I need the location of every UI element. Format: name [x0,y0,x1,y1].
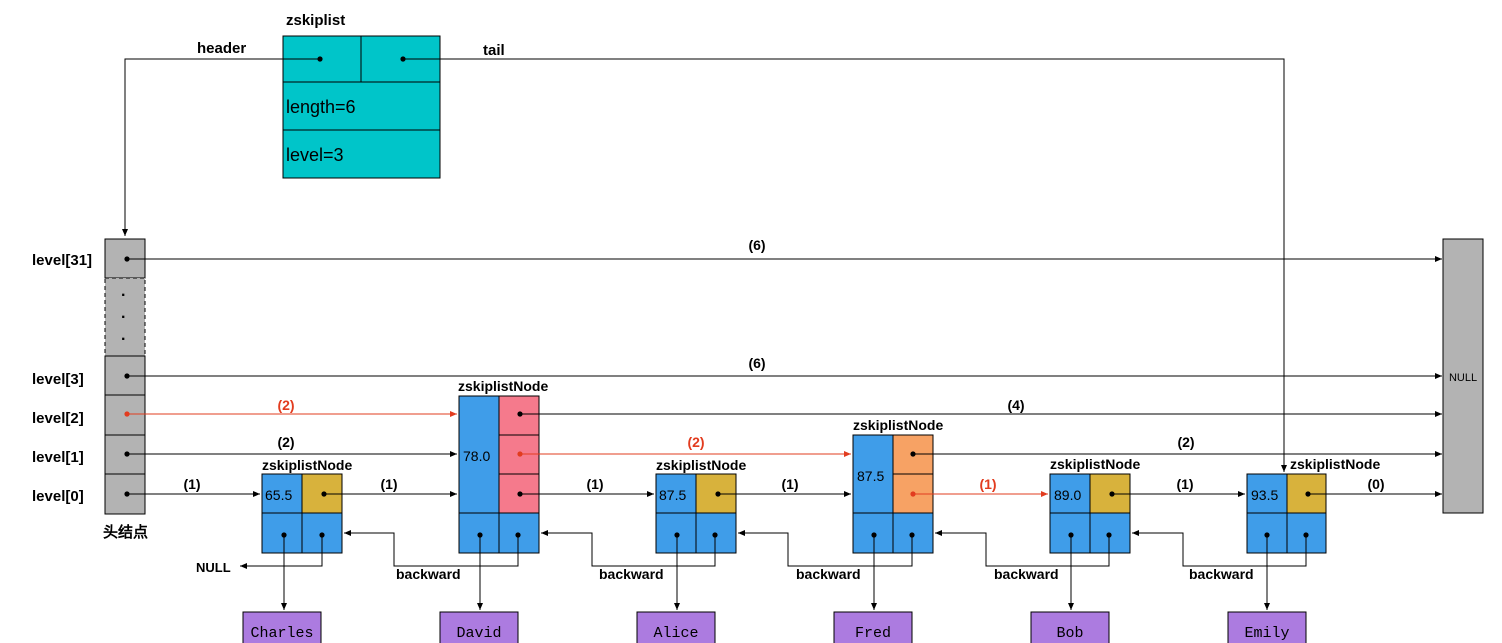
span-level2-b: (4) [1007,397,1024,413]
backward-label-2: backward [599,566,664,582]
span-level0-e: (1) [979,476,996,492]
member-bob-text: Bob [1056,625,1083,642]
backward-emily-to-bob [1132,530,1307,567]
backward-fred-to-alice [738,530,913,567]
level-0-label: level[0] [32,488,84,505]
span-level0-f: (1) [1176,476,1193,492]
skiplist-node-4: 87.5 [852,434,934,554]
node-2-score: 78.0 [463,448,490,464]
skiplist-node-1: 65.5 [261,473,343,554]
backward-null-label: NULL [196,560,231,575]
skiplist-node-3: 87.5 [655,473,737,554]
zskiplist-level-text: level=3 [286,145,344,165]
zskiplist-length-text: length=6 [286,97,356,117]
head-dot-3: · [121,331,126,348]
backward-label-3: backward [796,566,861,582]
level-3-label: level[3] [32,371,84,388]
backward-label-1: backward [396,566,461,582]
backward-label-5: backward [1189,566,1254,582]
skiplist-node-2: 78.0 [458,395,540,554]
backward-david-to-charles [344,530,519,567]
header-label: header [197,40,246,57]
skiplist-node-6: 93.5 [1246,473,1327,554]
zskiplist-length-field [282,81,441,131]
span-level0-c: (1) [586,476,603,492]
head-node-caption: 头结点 [103,523,148,541]
node-3-score: 87.5 [659,487,686,503]
tail-label: tail [483,42,505,59]
member-object-fred: Fred [833,611,913,643]
node-1-title: zskiplistNode [262,457,352,473]
span-level0-d: (1) [781,476,798,492]
span-level0-b: (1) [380,476,397,492]
node-2-title: zskiplistNode [458,378,548,394]
node-4-title: zskiplistNode [853,417,943,433]
span-level0-g: (0) [1367,476,1384,492]
node-3-title: zskiplistNode [656,457,746,473]
node-1-score: 65.5 [265,487,292,503]
span-level1-b: (2) [687,434,704,450]
member-emily-text: Emily [1244,625,1289,642]
node-6-score: 93.5 [1251,487,1278,503]
backward-bob-to-fred [935,530,1110,567]
member-object-bob: Bob [1030,611,1110,643]
span-level2-a: (2) [277,397,294,413]
forward-pointers [127,256,1442,497]
zskiplist-level-field [282,129,441,179]
head-dot-2: · [121,309,126,326]
member-alice-text: Alice [653,625,698,642]
zskiplist-title: zskiplist [286,12,345,29]
backward-alice-to-david [541,530,716,567]
head-dot-1: · [121,287,126,304]
header-pointer-arrow [122,58,320,236]
span-level31: (6) [748,237,765,253]
node-5-title: zskiplistNode [1050,456,1140,472]
span-level1-c: (2) [1177,434,1194,450]
backward-pointers [240,530,1307,569]
member-object-charles: Charles [242,611,322,643]
null-terminal-box [1442,238,1484,514]
backward-label-4: backward [994,566,1059,582]
member-object-emily: Emily [1227,611,1307,643]
span-level3: (6) [748,355,765,371]
node-6-title: zskiplistNode [1290,456,1380,472]
backward-charles-to-null [240,535,323,569]
member-object-david: David [439,611,519,643]
member-object-alice: Alice [636,611,716,643]
span-level0-a: (1) [183,476,200,492]
null-terminal-label: NULL [1449,372,1477,384]
node-4-score: 87.5 [857,468,884,484]
tail-pointer-arrow [403,58,1287,472]
node-5-score: 89.0 [1054,487,1081,503]
level-1-label: level[1] [32,449,84,466]
member-david-text: David [456,625,501,642]
member-charles-text: Charles [250,625,313,642]
level-31-label: level[31] [32,252,92,269]
skiplist-node-5: 89.0 [1049,473,1131,554]
member-fred-text: Fred [855,625,891,642]
zskiplist-struct: length=6 level=3 [282,35,441,179]
level-2-label: level[2] [32,410,84,427]
member-pointers [281,535,1270,610]
span-level1-a: (2) [277,434,294,450]
